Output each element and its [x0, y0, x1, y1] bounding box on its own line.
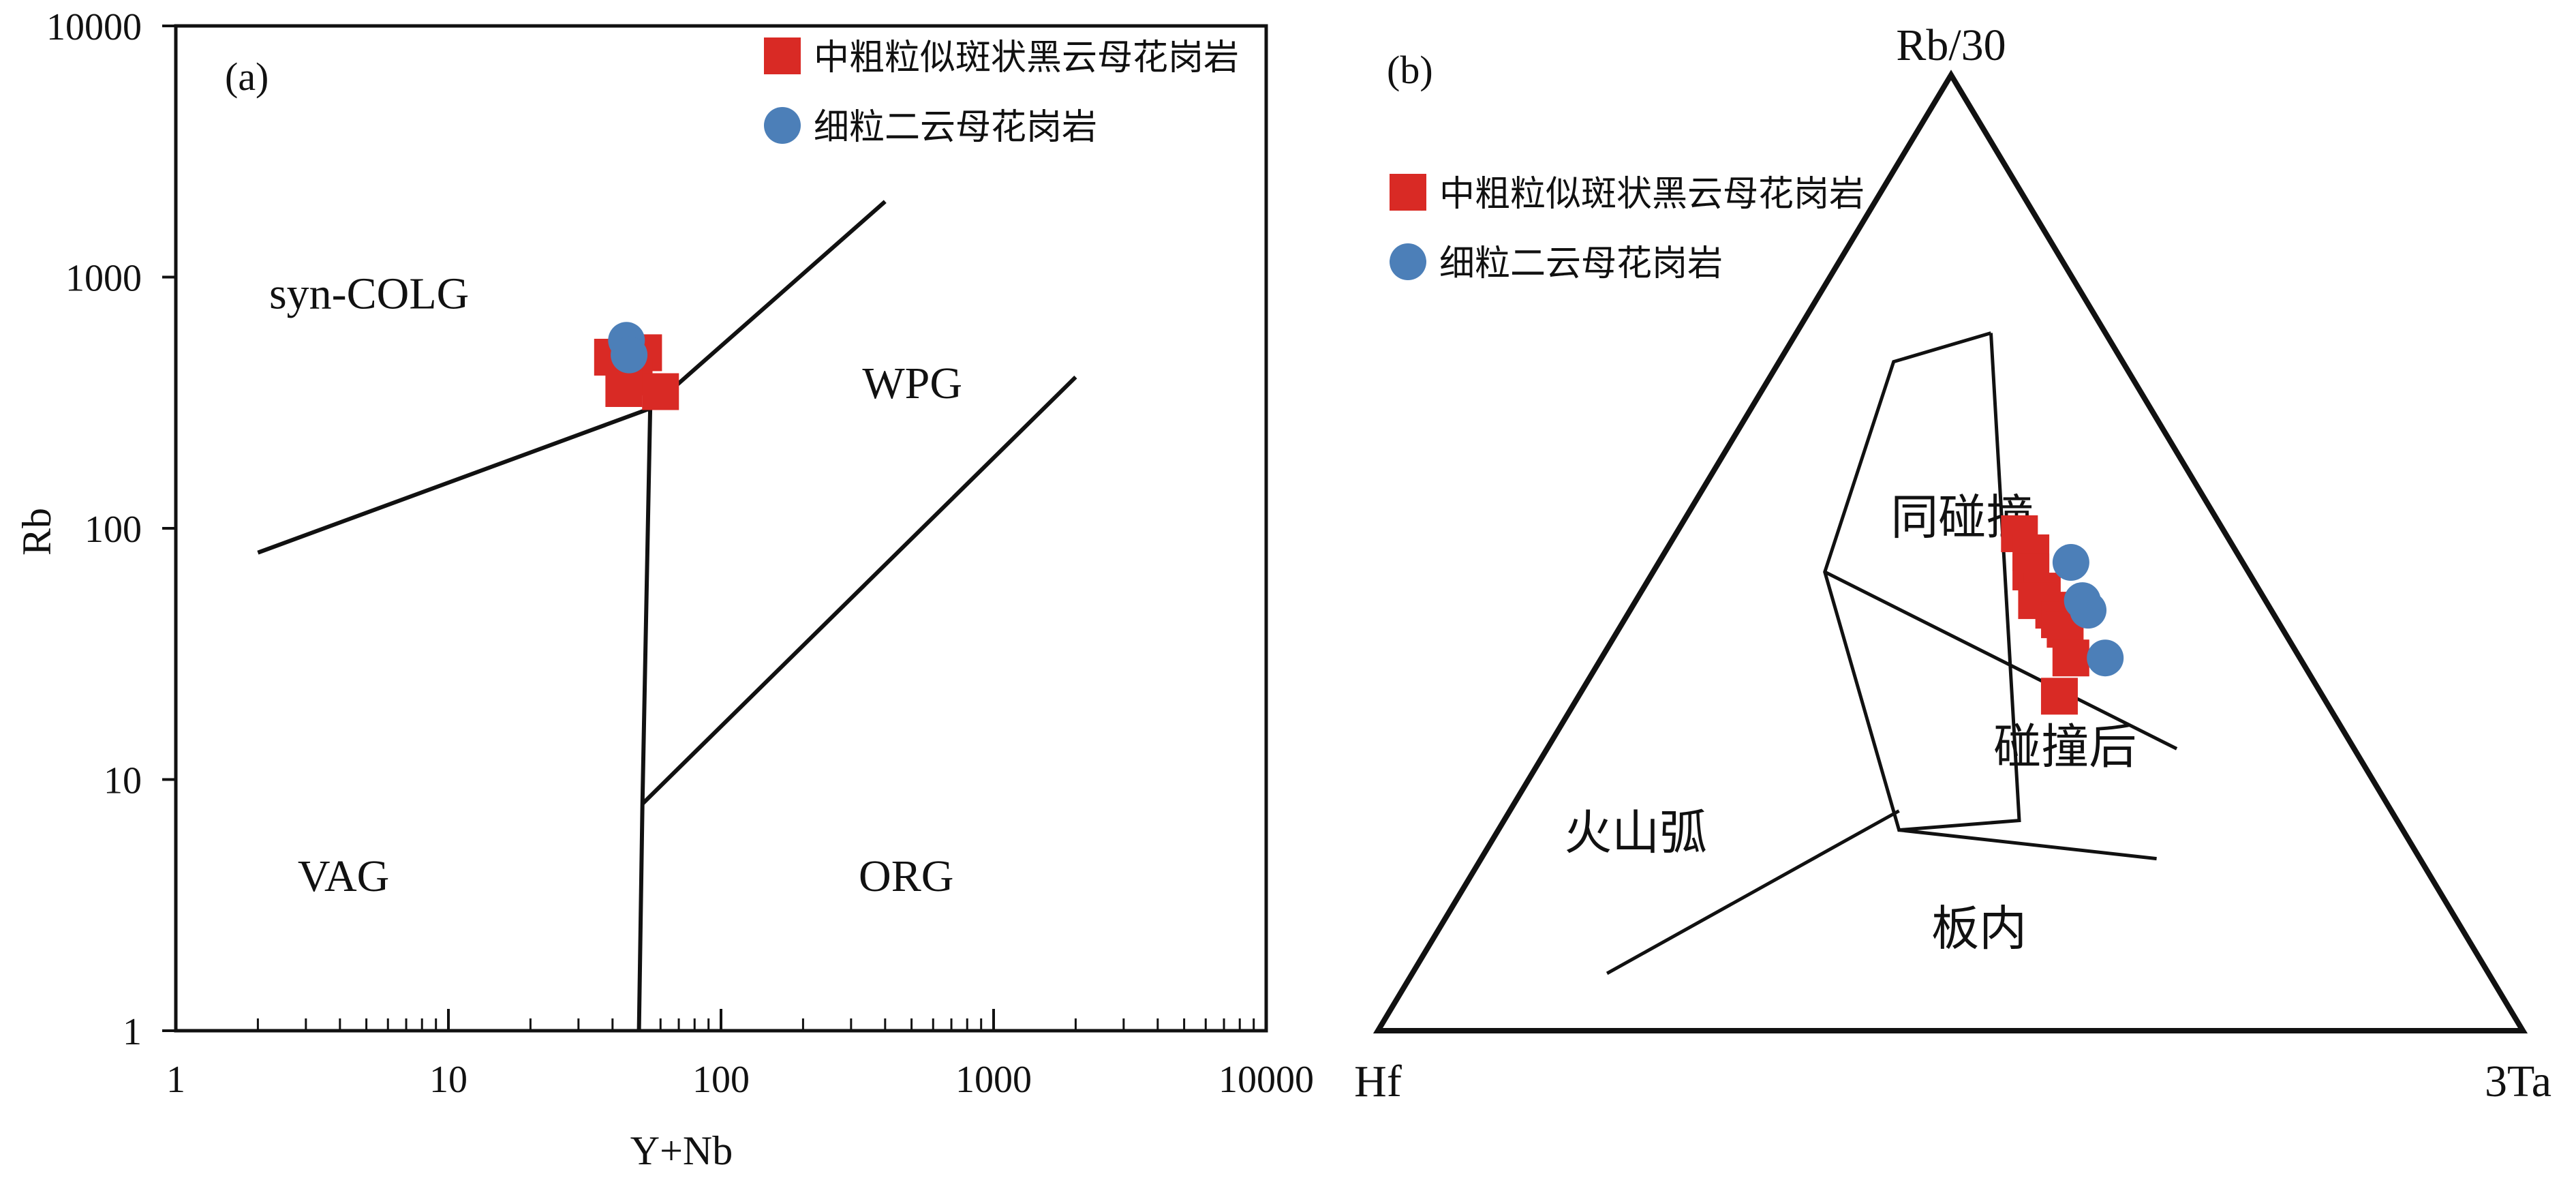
legend-label: 细粒二云母花岗岩	[1439, 243, 1723, 284]
legend-marker	[1390, 174, 1426, 211]
data-point-circle	[2052, 544, 2089, 581]
legend-marker	[764, 107, 801, 144]
boundary-line	[637, 408, 653, 1031]
apex-label-left: Hf	[1354, 1057, 1402, 1106]
y-tick-label: 10	[104, 760, 142, 802]
boundary-line	[257, 406, 651, 555]
data-points-b	[2001, 515, 2124, 715]
field-labels-a: syn-COLG WPG VAG ORG	[269, 269, 962, 901]
x-tick-label: 1	[166, 1059, 185, 1101]
ternary-triangle	[1373, 70, 2528, 1033]
boundary-line	[649, 200, 887, 410]
data-point-square	[605, 370, 643, 408]
boundary-line	[641, 375, 1077, 806]
field-label: WPG	[862, 359, 962, 408]
legend-label: 中粗粒似斑状黑云母花岗岩	[814, 37, 1239, 78]
x-tick-label: 100	[692, 1059, 750, 1101]
field-label: syn-COLG	[269, 269, 469, 319]
apex-label-top: Rb/30	[1896, 20, 2006, 70]
x-tick-label: 1000	[955, 1059, 1032, 1101]
panel-label-a: (a)	[225, 55, 269, 99]
field-label: VAG	[298, 851, 389, 901]
data-point-circle	[2070, 592, 2107, 629]
boundary-line	[1823, 331, 2021, 832]
boundary-line	[1899, 828, 2157, 861]
boundary-lines-b	[1606, 331, 2178, 975]
y-axis-label: Rb	[14, 508, 59, 556]
y-tick-label: 1000	[65, 258, 142, 300]
boundary-line	[1606, 809, 1900, 975]
field-label: 火山弧	[1564, 805, 1707, 861]
y-tick-label: 10000	[46, 6, 142, 48]
axis-ticks-a: 1 10 100 1000 10000 1 10 100 1000 10000	[46, 6, 1314, 1101]
x-axis-label: Y+Nb	[630, 1128, 733, 1173]
legend-marker	[764, 37, 801, 74]
legend-label: 细粒二云母花岗岩	[814, 107, 1097, 148]
data-point-circle	[611, 336, 648, 374]
x-tick-label: 10	[429, 1059, 467, 1101]
y-tick-label: 100	[85, 509, 142, 551]
field-label: 碰撞后	[1993, 718, 2136, 774]
legend-label: 中粗粒似斑状黑云母花岗岩	[1439, 174, 1865, 215]
x-tick-label: 10000	[1218, 1059, 1314, 1101]
legend-marker	[1390, 243, 1426, 280]
field-label: ORG	[859, 851, 953, 901]
y-tick-label: 1	[123, 1011, 142, 1053]
boundary-lines-a	[257, 200, 1077, 1031]
apex-label-right: 3Ta	[2485, 1057, 2551, 1106]
data-point-square	[642, 373, 679, 410]
panel-a-rb-vs-ynb: 1 10 100 1000 10000 1 10 100 1000 10000 syn-COLG W…	[14, 6, 1314, 1173]
data-point-square	[2052, 639, 2089, 677]
boundary-line	[1824, 570, 2178, 751]
panel-label-b: (b)	[1387, 48, 1433, 92]
data-points-a	[594, 322, 679, 410]
data-point-circle	[2087, 639, 2124, 677]
data-point-square	[2040, 678, 2078, 715]
field-label: 板内	[1931, 901, 2027, 956]
